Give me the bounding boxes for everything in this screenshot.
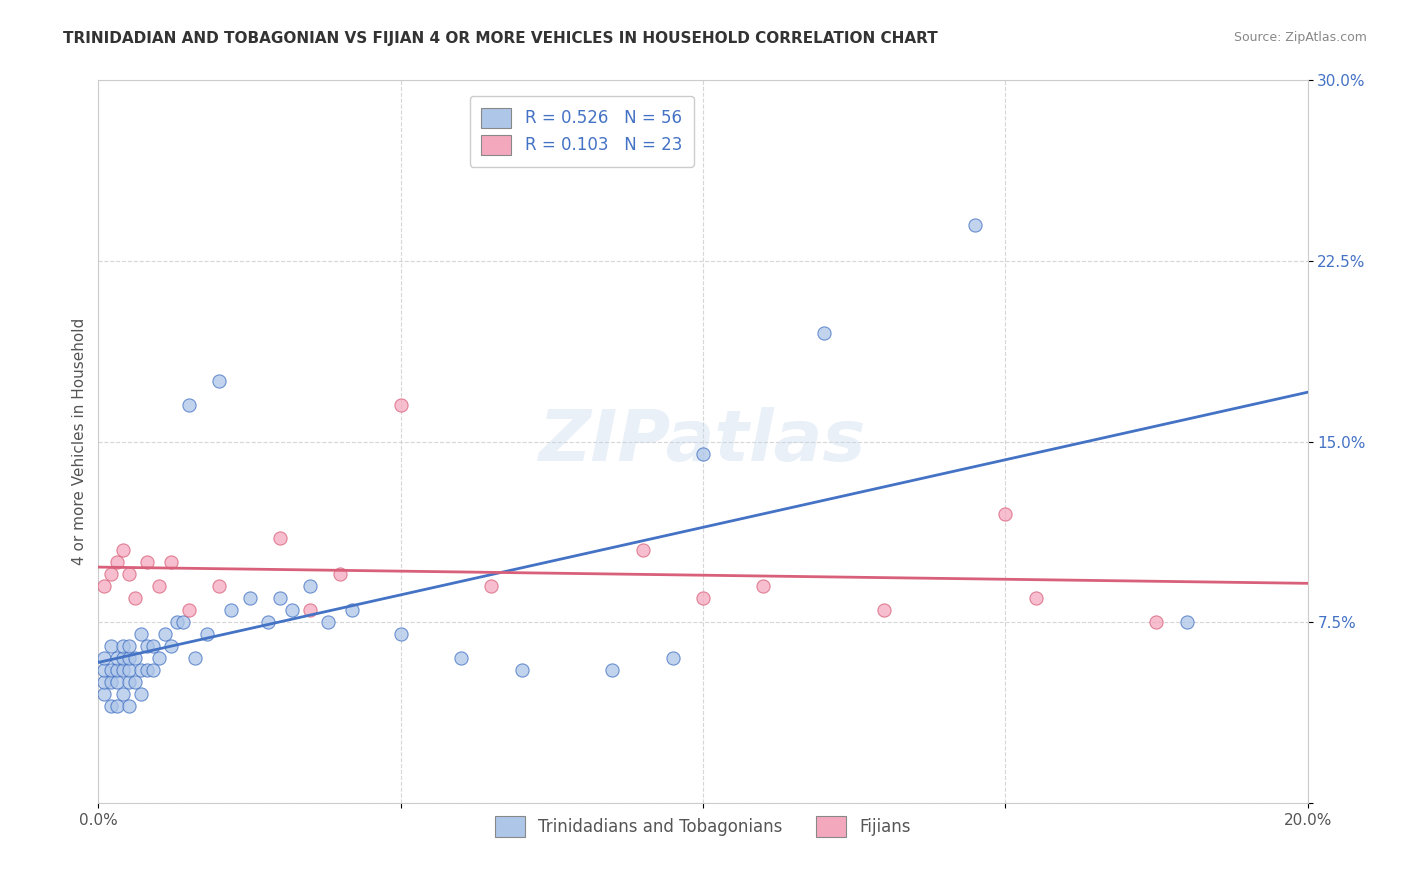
Point: [172, 615, 194, 630]
Legend: Trinidadians and Tobagonians, Fijians: Trinidadians and Tobagonians, Fijians: [486, 808, 920, 845]
Point: [100, 675, 122, 690]
Point: [179, 603, 201, 617]
Point: [118, 664, 141, 678]
Point: [124, 651, 146, 665]
Point: [118, 699, 141, 714]
Text: ZIPatlas: ZIPatlas: [540, 407, 866, 476]
Point: [105, 651, 128, 665]
Point: [93, 579, 115, 593]
Point: [100, 699, 122, 714]
Point: [118, 651, 141, 665]
Point: [256, 615, 278, 630]
Point: [153, 627, 176, 641]
Point: [100, 639, 122, 653]
Point: [179, 398, 201, 412]
Point: [389, 398, 412, 412]
Point: [873, 603, 896, 617]
Point: [631, 542, 654, 557]
Point: [1024, 591, 1046, 605]
Point: [813, 326, 835, 340]
Point: [124, 675, 146, 690]
Point: [118, 675, 141, 690]
Point: [342, 603, 364, 617]
Point: [481, 579, 503, 593]
Point: [752, 579, 775, 593]
Y-axis label: 4 or more Vehicles in Household: 4 or more Vehicles in Household: [72, 318, 87, 566]
Point: [111, 639, 134, 653]
Point: [692, 446, 714, 460]
Point: [239, 591, 262, 605]
Point: [129, 627, 152, 641]
Point: [111, 542, 134, 557]
Point: [111, 664, 134, 678]
Point: [389, 627, 412, 641]
Point: [269, 531, 291, 545]
Point: [160, 555, 183, 569]
Point: [142, 639, 165, 653]
Point: [148, 579, 170, 593]
Point: [135, 555, 157, 569]
Point: [602, 664, 624, 678]
Text: TRINIDADIAN AND TOBAGONIAN VS FIJIAN 4 OR MORE VEHICLES IN HOUSEHOLD CORRELATION: TRINIDADIAN AND TOBAGONIAN VS FIJIAN 4 O…: [63, 31, 938, 46]
Point: [118, 567, 141, 582]
Point: [93, 675, 115, 690]
Point: [661, 651, 683, 665]
Point: [195, 627, 218, 641]
Point: [142, 664, 165, 678]
Point: [111, 651, 134, 665]
Point: [299, 603, 322, 617]
Point: [269, 591, 291, 605]
Point: [208, 374, 231, 388]
Point: [208, 579, 231, 593]
Point: [510, 664, 533, 678]
Point: [281, 603, 304, 617]
Point: [148, 651, 170, 665]
Point: [124, 591, 146, 605]
Point: [1175, 615, 1198, 630]
Point: [105, 555, 128, 569]
Point: [1144, 615, 1167, 630]
Point: [692, 591, 714, 605]
Point: [135, 664, 157, 678]
Point: [329, 567, 352, 582]
Point: [450, 651, 472, 665]
Point: [93, 687, 115, 701]
Point: [135, 639, 157, 653]
Point: [129, 664, 152, 678]
Point: [166, 615, 188, 630]
Point: [105, 699, 128, 714]
Point: [111, 687, 134, 701]
Point: [160, 639, 183, 653]
Point: [994, 507, 1017, 521]
Point: [93, 664, 115, 678]
Point: [965, 218, 987, 232]
Point: [100, 567, 122, 582]
Point: [299, 579, 322, 593]
Point: [100, 664, 122, 678]
Point: [93, 651, 115, 665]
Point: [118, 639, 141, 653]
Point: [105, 675, 128, 690]
Point: [316, 615, 339, 630]
Text: Source: ZipAtlas.com: Source: ZipAtlas.com: [1233, 31, 1367, 45]
Point: [184, 651, 207, 665]
Point: [221, 603, 243, 617]
Point: [105, 664, 128, 678]
Point: [129, 687, 152, 701]
